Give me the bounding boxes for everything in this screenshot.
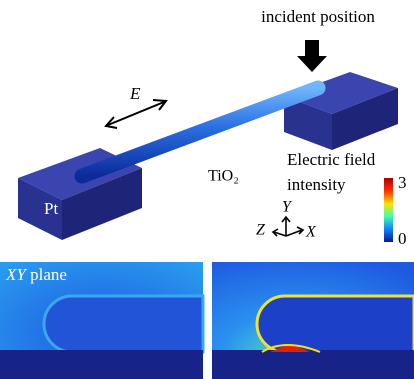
colorbar [384, 178, 393, 242]
electrode-label: Pt [44, 199, 58, 218]
colorbar-title: Electric field [287, 150, 376, 169]
incident-arrow [297, 40, 327, 72]
field-panel-right [212, 262, 414, 379]
nanowire [82, 88, 318, 176]
colorbar-min: 0 [398, 229, 407, 248]
axis-y: Y [282, 199, 293, 216]
field-label: E [129, 84, 141, 103]
figure: incident position E TiO₂ Pt Electric fie… [0, 0, 414, 379]
material-label: TiO₂ [208, 168, 239, 185]
axes-icon [273, 217, 303, 236]
panel-label: XY plane [5, 265, 67, 284]
colorbar-title: intensity [287, 175, 346, 194]
colorbar-max: 3 [398, 173, 407, 192]
axis-z: Z [256, 222, 266, 239]
panel-plane: XY [5, 265, 27, 284]
axis-x: X [305, 224, 317, 241]
field-arrow [106, 100, 166, 128]
right-pad [284, 72, 398, 150]
panel-word: plane [30, 265, 67, 284]
incident-label: incident position [261, 7, 375, 26]
